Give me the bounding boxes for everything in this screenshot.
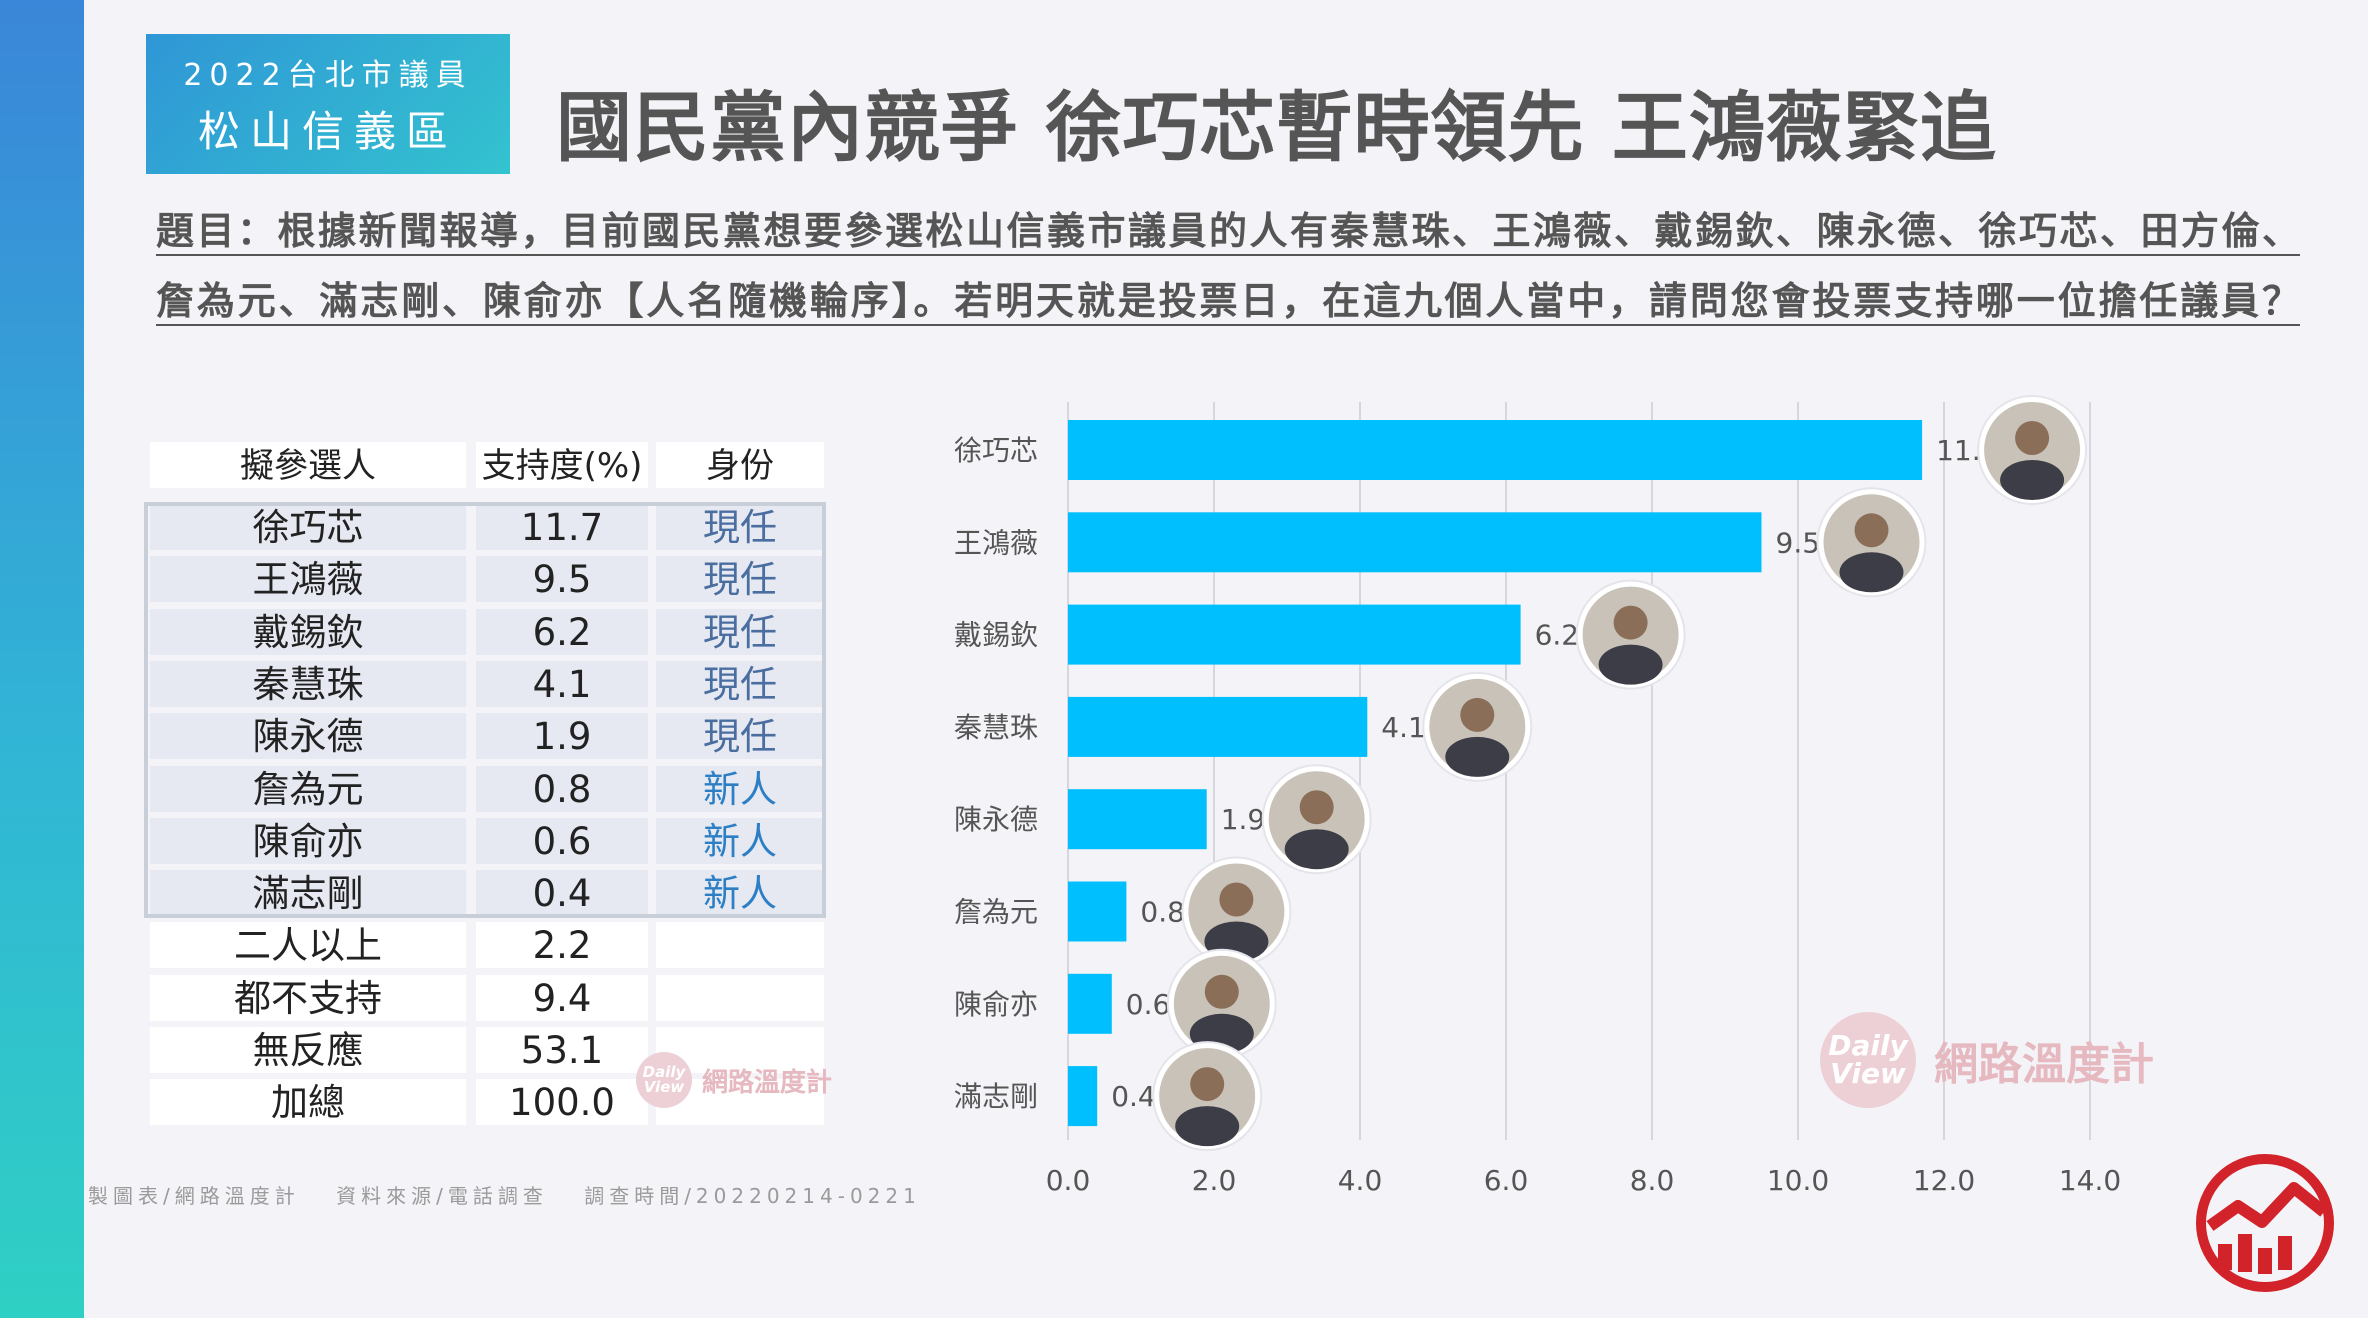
header-status: 身份 (656, 442, 824, 488)
candidate-photo (1977, 395, 2088, 505)
cell-support-value: 9.5 (476, 556, 648, 603)
watermark-text-large: 網路溫度計 (1934, 1039, 2154, 1090)
candidate-photo (1261, 764, 1372, 875)
cell-support-value: 6.2 (476, 608, 648, 655)
cell-support-value: 11.7 (476, 504, 648, 550)
page-title: 國民黨內競爭 徐巧芯暫時領先 王鴻薇緊追 (556, 83, 1997, 172)
badge-line-1: Daily (642, 1063, 686, 1081)
watermark-small: Daily View 網路溫度計 (636, 1052, 832, 1108)
value-label: 1.9 (1221, 803, 1266, 836)
cell-status (656, 974, 824, 1021)
bar (1068, 696, 1368, 757)
value-label: 0.8 (1140, 896, 1185, 929)
value-label: 9.5 (1776, 526, 1821, 559)
tag-year-label: 2022台北市議員 (183, 58, 473, 93)
x-tick-label: 10.0 (1767, 1164, 1829, 1197)
cell-support-value: 0.8 (476, 765, 648, 812)
cell-candidate-name: 都不支持 (150, 974, 466, 1021)
category-label: 滿志剛 (954, 1080, 1038, 1113)
dailyview-badge-large: Daily View (1820, 1012, 1916, 1108)
value-label: 0.6 (1126, 988, 1171, 1021)
cell-status: 現任 (656, 556, 824, 603)
candidate-photo (1816, 487, 1927, 598)
category-label: 徐巧芯 (954, 434, 1038, 467)
cell-support-value: 9.4 (476, 974, 648, 1021)
badge-line-1: Daily (1828, 1029, 1908, 1062)
dailyview-badge-small: Daily View (636, 1052, 692, 1108)
category-label: 詹為元 (954, 896, 1038, 929)
brand-logo-icon (2196, 1154, 2334, 1292)
cell-status (656, 922, 824, 969)
bar (1068, 420, 1923, 480)
watermark-text-small: 網路溫度計 (702, 1067, 833, 1098)
cell-candidate-name: 徐巧芯 (150, 504, 466, 550)
cell-candidate-name: 加總 (150, 1079, 466, 1126)
tag-district-label: 松山信義區 (197, 107, 458, 156)
value-label: 4.1 (1381, 711, 1426, 744)
category-label: 戴錫欽 (954, 619, 1038, 652)
cell-candidate-name: 無反應 (150, 1027, 466, 1073)
x-tick-label: 4.0 (1338, 1164, 1383, 1197)
cell-support-value: 0.6 (476, 817, 648, 864)
cell-support-value: 53.1 (476, 1027, 648, 1073)
cell-candidate-name: 戴錫欽 (150, 608, 466, 655)
badge-line-2: View (643, 1078, 685, 1096)
cell-support-value: 2.2 (476, 922, 648, 969)
survey-question: 題目：根據新聞報導，目前國民黨想要參選松山信義市議員的人有秦慧珠、王鴻薇、戴錫欽… (156, 196, 2300, 336)
cell-support-value: 1.9 (476, 713, 648, 760)
bar (1068, 789, 1207, 850)
question-line-2: 詹為元、滿志剛、陳俞亦【人名隨機輪序】。若明天就是投票日，在這九個人當中，請問您… (156, 279, 2300, 323)
cell-candidate-name: 詹為元 (150, 765, 466, 812)
header-candidate: 擬參選人 (150, 442, 466, 488)
bar (1068, 512, 1762, 573)
x-tick-label: 6.0 (1484, 1164, 1529, 1197)
cell-candidate-name: 二人以上 (150, 922, 466, 969)
cell-status: 現任 (656, 660, 824, 707)
category-label: 王鴻薇 (954, 526, 1038, 559)
cell-support-value: 4.1 (476, 660, 648, 707)
bar (1068, 881, 1127, 942)
x-tick-label: 2.0 (1192, 1164, 1237, 1197)
x-tick-label: 8.0 (1630, 1164, 1675, 1197)
question-line-1: 題目：根據新聞報導，目前國民黨想要參選松山信義市議員的人有秦慧珠、王鴻薇、戴錫欽… (156, 209, 2300, 253)
side-accent-bar (0, 0, 84, 1318)
cell-candidate-name: 陳永德 (150, 713, 466, 760)
bar (1068, 973, 1112, 1034)
candidate-photo (1575, 579, 1686, 690)
x-tick-label: 14.0 (2059, 1164, 2121, 1197)
cell-support-value: 0.4 (476, 870, 648, 917)
cell-status: 新人 (656, 870, 824, 917)
cell-status: 現任 (656, 608, 824, 655)
value-label: 0.4 (1111, 1080, 1156, 1113)
watermark-large: Daily View 網路溫度計 (1820, 1012, 2154, 1108)
cell-support-value: 100.0 (476, 1079, 648, 1126)
bar (1068, 1066, 1098, 1127)
candidate-photo (1166, 948, 1277, 1059)
cell-candidate-name: 秦慧珠 (150, 660, 466, 707)
candidate-photo (1152, 1041, 1263, 1152)
candidate-photo (1422, 671, 1533, 782)
footer-credits: 製圖表/網路溫度計 資料來源/電話調查 調查時間/20220214-0221 (88, 1184, 921, 1208)
cell-status: 現任 (656, 504, 824, 550)
cell-status: 新人 (656, 765, 824, 812)
x-tick-label: 0.0 (1046, 1164, 1091, 1197)
bar (1068, 604, 1521, 665)
category-label: 陳俞亦 (954, 988, 1038, 1021)
badge-line-2: View (1830, 1057, 1906, 1090)
cell-candidate-name: 王鴻薇 (150, 556, 466, 603)
x-tick-label: 12.0 (1913, 1164, 1975, 1197)
cell-status: 現任 (656, 713, 824, 760)
value-label: 6.2 (1535, 619, 1580, 652)
cell-status: 新人 (656, 817, 824, 864)
candidate-photo (1181, 856, 1292, 967)
region-tag: 2022台北市議員 松山信義區 (146, 34, 510, 174)
category-label: 秦慧珠 (954, 711, 1038, 744)
cell-candidate-name: 滿志剛 (150, 870, 466, 917)
cell-candidate-name: 陳俞亦 (150, 817, 466, 864)
header-support: 支持度(%) (476, 442, 648, 488)
category-label: 陳永德 (954, 803, 1038, 836)
